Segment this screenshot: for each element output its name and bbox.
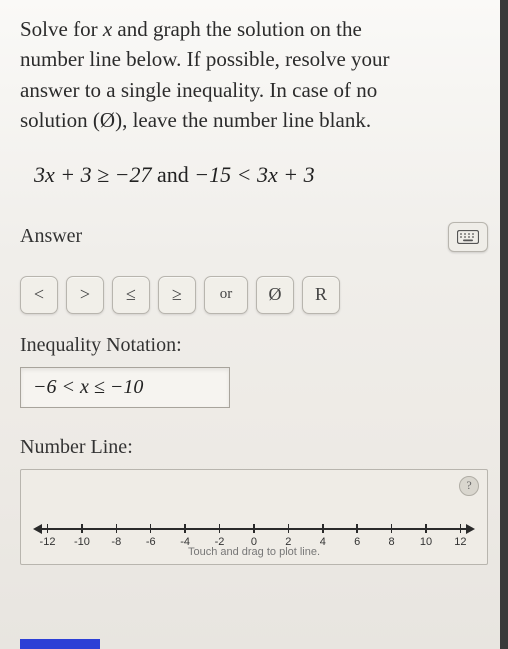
symbol-toolbar: < > ≤ ≥ or Ø R: [20, 276, 488, 314]
equation-rhs: −15 < 3x + 3: [194, 162, 314, 187]
axis-tick: 2: [288, 524, 289, 548]
arrow-right-icon: [466, 524, 475, 534]
prompt-text: and graph the solution on the: [112, 17, 362, 41]
prompt-text: answer to a single inequality. In case o…: [20, 78, 377, 102]
equation: 3x + 3 ≥ −27 and −15 < 3x + 3: [34, 162, 488, 188]
inequality-value: −6 < x ≤ −10: [33, 376, 143, 398]
axis-tick: 12: [460, 524, 461, 548]
axis-tick: -6: [150, 524, 151, 548]
page-edge: [500, 0, 508, 649]
axis-tick: 4: [322, 524, 323, 548]
answer-header: Answer: [20, 222, 488, 252]
or-label: or: [220, 286, 233, 303]
axis-tick: -10: [81, 524, 82, 548]
numberline-label: Number Line:: [20, 436, 488, 459]
inequality-input[interactable]: −6 < x ≤ −10: [20, 367, 230, 408]
equation-lhs: 3x + 3 ≥ −27: [34, 162, 152, 187]
axis-tick: -12: [47, 524, 48, 548]
greater-than-button[interactable]: >: [66, 276, 104, 314]
numberline-box[interactable]: ? -12 -10 -8 -6 -4 -2 0 2 4 6 8 10 12 Touch and drag…: [20, 469, 488, 565]
axis-tick: -8: [116, 524, 117, 548]
progress-indicator: [20, 639, 100, 649]
less-equal-button[interactable]: ≤: [112, 276, 150, 314]
question-prompt: Solve for x and graph the solution on th…: [20, 14, 488, 136]
less-than-button[interactable]: <: [20, 276, 58, 314]
axis-ticks: -12 -10 -8 -6 -4 -2 0 2 4 6 8 10 12: [47, 524, 461, 548]
empty-set-label: Ø: [269, 284, 282, 305]
arrow-left-icon: [33, 524, 42, 534]
equation-conj: and: [152, 162, 195, 187]
answer-label: Answer: [20, 225, 82, 248]
greater-than-label: >: [80, 284, 90, 305]
prompt-var: x: [103, 17, 112, 41]
reals-button[interactable]: R: [302, 276, 340, 314]
greater-equal-label: ≥: [172, 284, 182, 305]
keyboard-button[interactable]: [448, 222, 488, 252]
axis-tick: -2: [219, 524, 220, 548]
help-icon: ?: [466, 478, 471, 493]
numberline-help-button[interactable]: ?: [459, 476, 479, 496]
keyboard-icon: [457, 230, 479, 244]
question-page: Solve for x and graph the solution on th…: [0, 0, 508, 649]
axis-tick: 8: [391, 524, 392, 548]
prompt-text: Solve for: [20, 17, 103, 41]
less-than-label: <: [34, 284, 44, 305]
axis-tick: 0: [253, 524, 254, 548]
reals-label: R: [315, 284, 327, 305]
prompt-text: solution (Ø), leave the number line blan…: [20, 108, 371, 132]
less-equal-label: ≤: [126, 284, 136, 305]
axis-tick: 6: [357, 524, 358, 548]
greater-equal-button[interactable]: ≥: [158, 276, 196, 314]
axis-tick: 10: [425, 524, 426, 548]
or-button[interactable]: or: [204, 276, 248, 314]
empty-set-button[interactable]: Ø: [256, 276, 294, 314]
numberline-hint: Touch and drag to plot line.: [21, 546, 487, 558]
inequality-label: Inequality Notation:: [20, 334, 488, 357]
axis-tick: -4: [185, 524, 186, 548]
prompt-text: number line below. If possible, resolve …: [20, 47, 390, 71]
